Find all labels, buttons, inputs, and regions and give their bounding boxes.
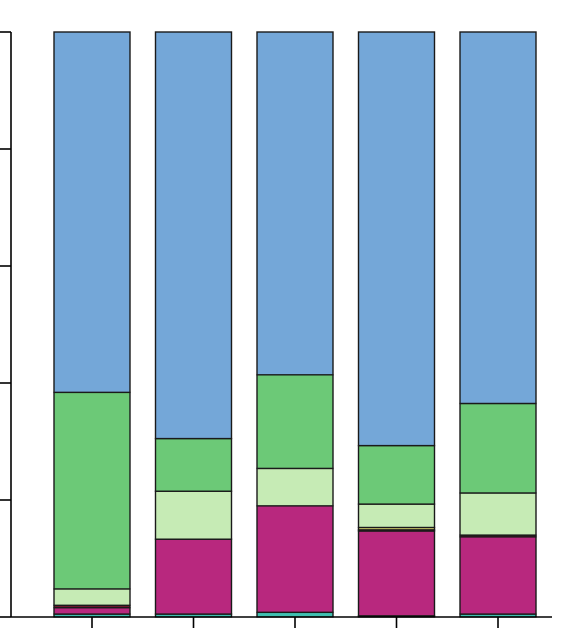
bar-segment-4-7 bbox=[357, 31, 436, 447]
bars-layer bbox=[53, 31, 537, 618]
bar-segment-3-5 bbox=[256, 467, 334, 507]
bar-segment-3-7 bbox=[256, 31, 334, 376]
bar-segment-5-7 bbox=[459, 31, 537, 405]
bar-segment-3-2 bbox=[256, 505, 334, 614]
bar-segment-1-5 bbox=[53, 588, 131, 606]
bar-segment-2-2 bbox=[154, 538, 233, 615]
bar-segment-1-7 bbox=[53, 31, 131, 394]
bar-segment-4-2 bbox=[357, 530, 436, 617]
bar-segment-2-7 bbox=[154, 31, 233, 440]
bar-segment-2-6 bbox=[154, 437, 233, 492]
bar-segment-5-5 bbox=[459, 492, 537, 536]
bar-stack-3 bbox=[256, 31, 334, 618]
bar-segment-3-6 bbox=[256, 374, 334, 470]
axes-layer bbox=[0, 31, 552, 628]
bar-stack-1 bbox=[53, 31, 131, 618]
bar-segment-1-2 bbox=[53, 606, 131, 615]
bar-segment-4-5 bbox=[357, 503, 436, 529]
bar-segment-5-6 bbox=[459, 402, 537, 494]
bar-segment-1-6 bbox=[53, 391, 131, 590]
bar-segment-2-5 bbox=[154, 490, 233, 540]
bar-stack-5 bbox=[459, 31, 537, 618]
bar-segment-4-6 bbox=[357, 444, 436, 505]
bar-stack-4 bbox=[357, 31, 436, 618]
bar-segment-5-2 bbox=[459, 536, 537, 615]
bar-stack-2 bbox=[154, 31, 233, 618]
